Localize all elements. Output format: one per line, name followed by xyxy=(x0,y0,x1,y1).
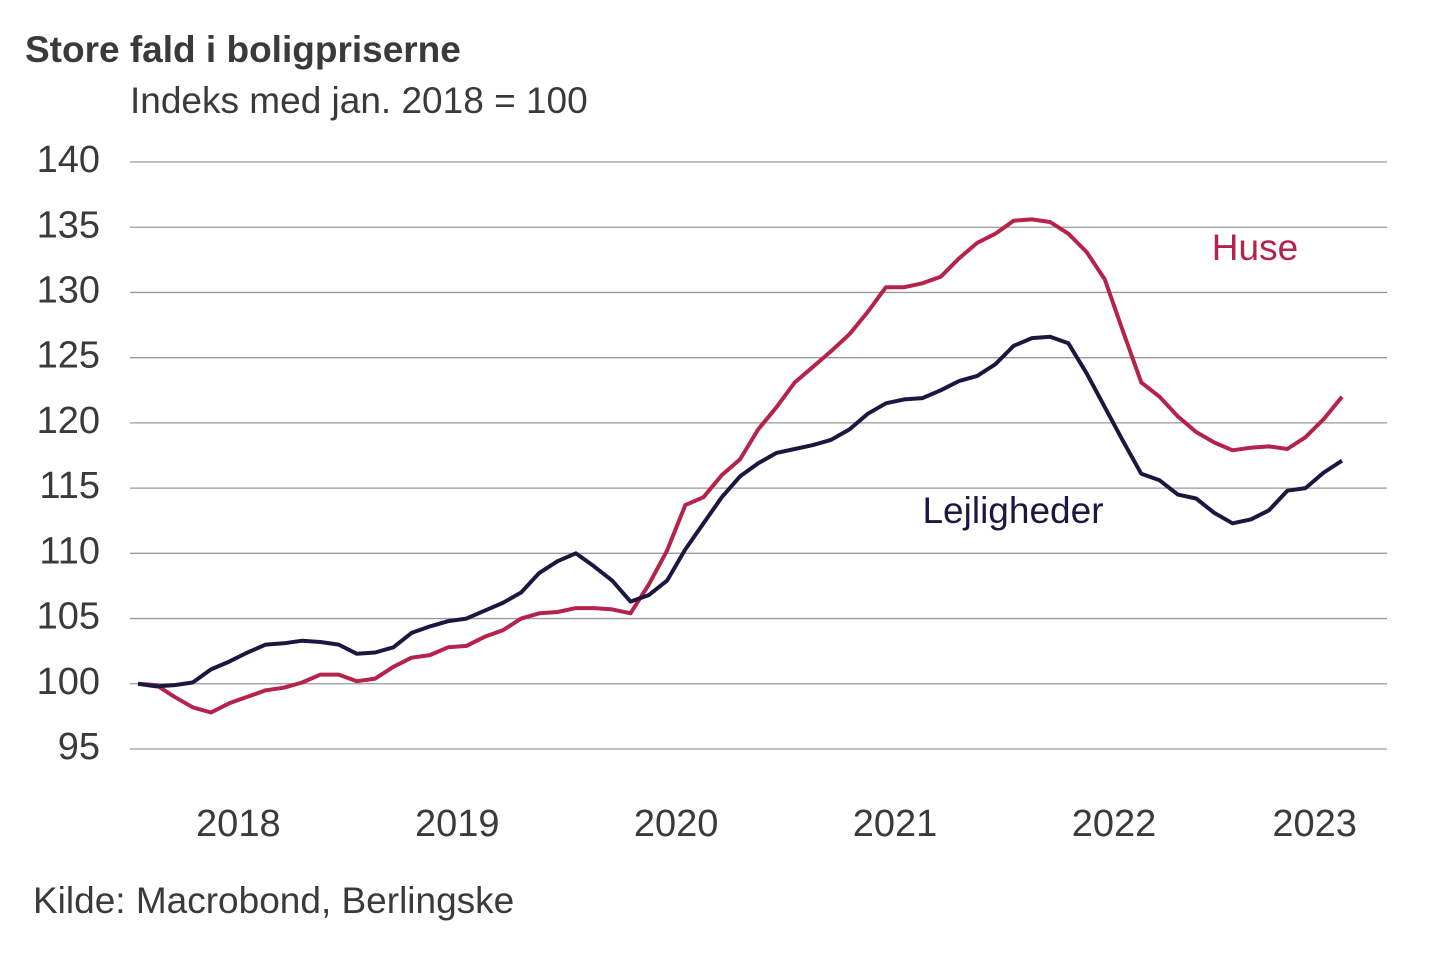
x-tick-label: 2022 xyxy=(1072,803,1157,845)
x-tick-label: 2018 xyxy=(196,803,281,845)
chart-title: Store fald i boligpriserne xyxy=(25,29,461,70)
y-tick-label: 105 xyxy=(37,596,100,638)
x-tick-label: 2019 xyxy=(415,803,500,845)
y-tick-label: 110 xyxy=(39,530,100,572)
source-note: Kilde: Macrobond, Berlingske xyxy=(33,880,514,921)
y-tick-label: 140 xyxy=(37,139,100,181)
series-label: Lejligheder xyxy=(922,490,1103,531)
chart-subtitle: Indeks med jan. 2018 = 100 xyxy=(130,80,588,121)
y-tick-label: 135 xyxy=(37,204,100,246)
x-tick-label: 2021 xyxy=(853,803,938,845)
x-tick-label: 2020 xyxy=(634,803,719,845)
series-line xyxy=(137,334,1344,689)
y-tick-label: 120 xyxy=(37,400,100,442)
series-line xyxy=(137,217,1344,715)
y-tick-label: 100 xyxy=(37,661,100,703)
x-tick-label: 2023 xyxy=(1272,803,1357,845)
y-tick-label: 95 xyxy=(58,726,100,768)
y-tick-label: 115 xyxy=(39,465,100,507)
y-tick-label: 130 xyxy=(37,269,100,311)
series-label: Huse xyxy=(1212,227,1298,268)
y-tick-label: 125 xyxy=(37,335,100,377)
